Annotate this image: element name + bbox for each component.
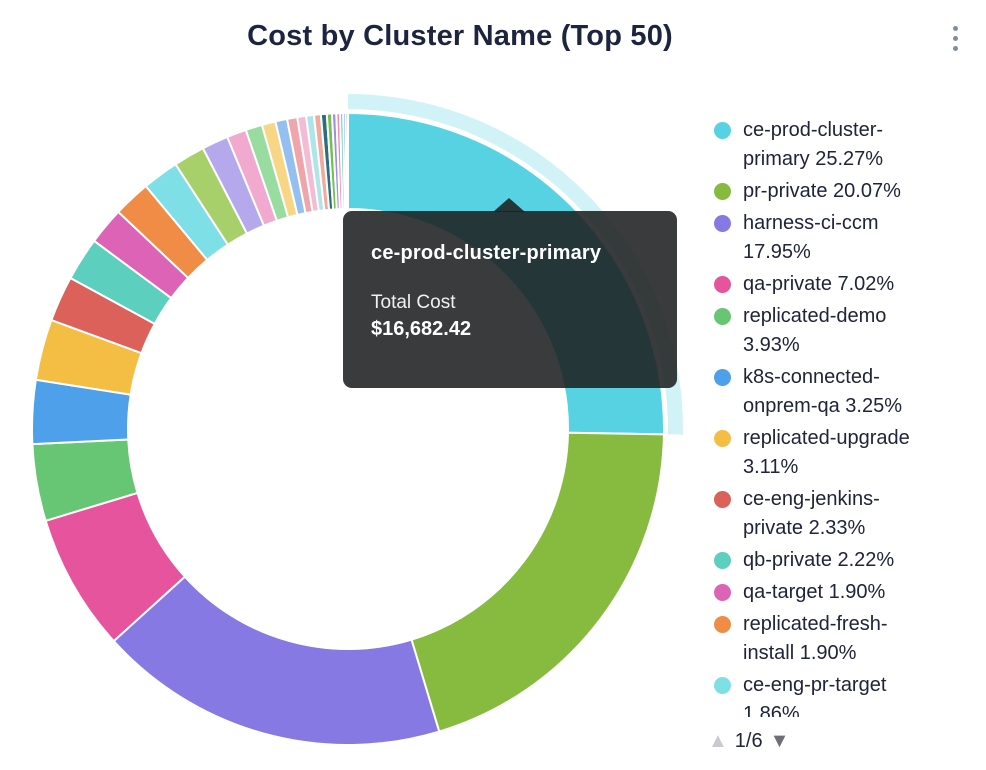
legend-label: ce-prod-cluster-primary 25.27% — [743, 119, 884, 170]
legend-swatch-icon — [714, 308, 731, 325]
legend-swatch-icon — [714, 122, 731, 139]
legend-swatch-icon — [714, 552, 731, 569]
legend-page-down-icon[interactable]: ▼ — [769, 730, 790, 752]
legend-label: qb-private 2.22% — [743, 549, 895, 571]
legend-item[interactable]: qb-private 2.22% — [714, 546, 944, 575]
page-title: Cost by Cluster Name (Top 50) — [247, 20, 673, 52]
legend-item[interactable]: replicated-fresh-install 1.90% — [714, 610, 944, 668]
legend-swatch-icon — [714, 183, 731, 200]
legend-swatch-icon — [714, 276, 731, 293]
legend-item[interactable]: replicated-demo 3.93% — [714, 302, 944, 360]
kebab-dot — [952, 26, 958, 31]
kebab-dot — [952, 36, 958, 41]
legend-item[interactable]: qa-private 7.02% — [714, 270, 944, 299]
legend-item[interactable]: ce-eng-jenkins-private 2.33% — [714, 485, 944, 543]
legend-swatch-icon — [714, 616, 731, 633]
legend-item[interactable]: ce-eng-pr-target 1.86% — [714, 671, 944, 717]
legend-swatch-icon — [714, 677, 731, 694]
legend-label: ce-eng-jenkins-private 2.33% — [743, 488, 880, 539]
donut-slice[interactable] — [112, 575, 441, 746]
kebab-dot — [952, 46, 958, 51]
legend-label: replicated-demo 3.93% — [743, 305, 887, 356]
legend-swatch-icon — [714, 369, 731, 386]
legend-label: qa-private 7.02% — [743, 273, 895, 295]
donut-slice[interactable] — [410, 431, 665, 733]
legend-page-indicator: 1/6 — [734, 729, 763, 752]
legend-item[interactable]: qa-target 1.90% — [714, 578, 944, 607]
legend-pagination: ▲ 1/6 ▼ — [708, 726, 789, 756]
legend-swatch-icon — [714, 584, 731, 601]
legend-item[interactable]: k8s-connected-onprem-qa 3.25% — [714, 363, 944, 421]
donut-slice[interactable] — [344, 111, 349, 211]
legend-label: replicated-upgrade 3.11% — [743, 427, 910, 478]
legend-swatch-icon — [714, 491, 731, 508]
legend-list: ce-prod-cluster-primary 25.27% pr-private… — [714, 116, 944, 717]
kebab-menu-icon[interactable] — [946, 26, 964, 58]
legend-page-up-icon[interactable]: ▲ — [708, 730, 728, 752]
chart-header: Cost by Cluster Name (Top 50) — [0, 0, 986, 70]
legend-item[interactable]: pr-private 20.07% — [714, 177, 944, 206]
legend-label: harness-ci-ccm 17.95% — [743, 212, 879, 263]
donut-chart[interactable] — [0, 90, 700, 770]
legend-item[interactable]: harness-ci-ccm 17.95% — [714, 209, 944, 267]
legend-item[interactable]: ce-prod-cluster-primary 25.27% — [714, 116, 944, 174]
legend-label: qa-target 1.90% — [743, 581, 886, 603]
legend-swatch-icon — [714, 430, 731, 447]
legend-label: k8s-connected-onprem-qa 3.25% — [743, 366, 902, 417]
legend-item[interactable]: replicated-upgrade 3.11% — [714, 424, 944, 482]
donut-slice[interactable] — [347, 112, 665, 436]
legend-swatch-icon — [714, 215, 731, 232]
legend-label: replicated-fresh-install 1.90% — [743, 613, 888, 664]
legend-label: ce-eng-pr-target 1.86% — [743, 674, 887, 717]
legend-label: pr-private 20.07% — [743, 180, 901, 202]
